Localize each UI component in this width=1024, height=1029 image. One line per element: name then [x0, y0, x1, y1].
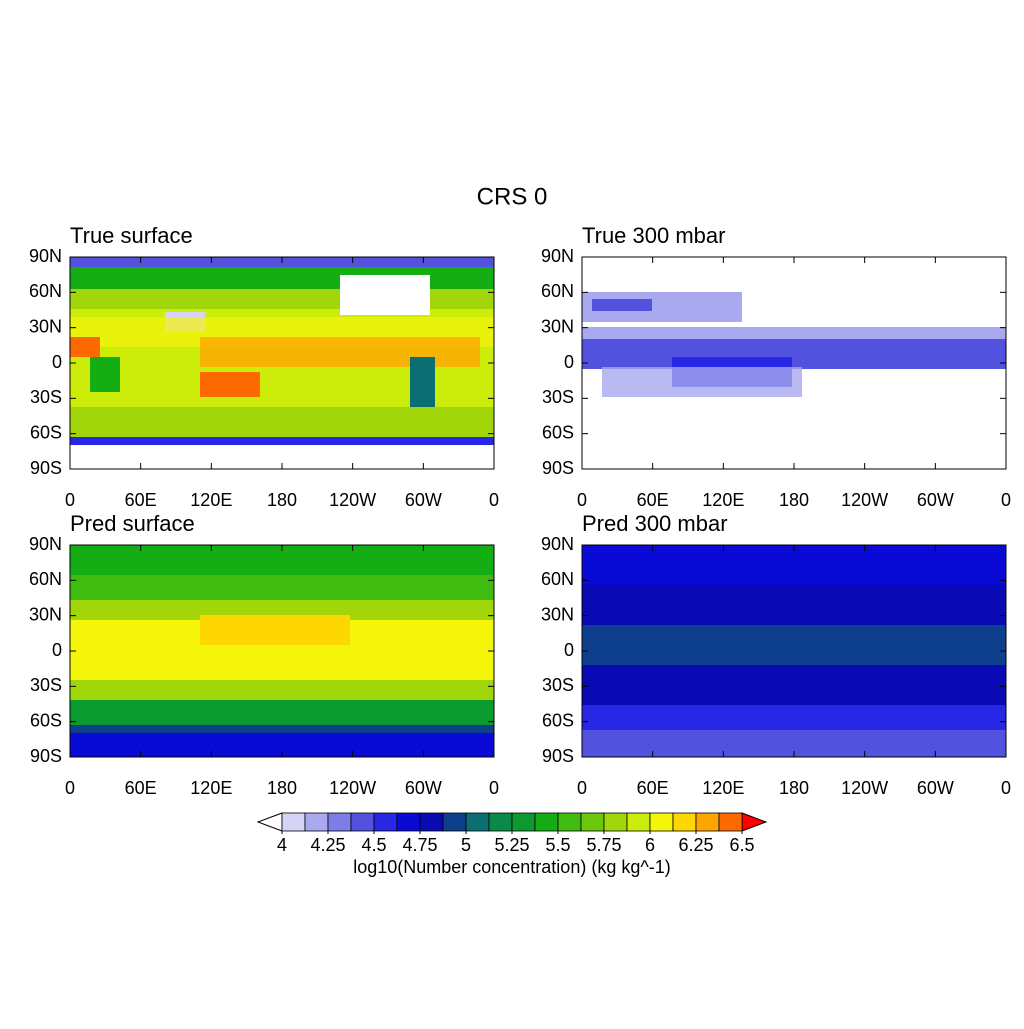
y-tick-label: 60N	[541, 569, 574, 589]
x-tick-label: 120W	[841, 778, 888, 798]
x-tick-label: 60E	[637, 778, 669, 798]
y-tick-label: 0	[564, 640, 574, 660]
x-tick-label: 60E	[125, 490, 157, 510]
colorbar-tick-label: 5.25	[494, 835, 529, 855]
y-tick-label: 90N	[29, 534, 62, 554]
colorbar-box	[465, 812, 490, 832]
y-tick-label: 90S	[30, 458, 62, 478]
x-tick-label: 0	[65, 778, 75, 798]
y-tick-label: 60S	[542, 422, 574, 442]
field-true-300mbar	[582, 257, 1006, 469]
colorbar-tick-label: 4.75	[402, 835, 437, 855]
y-tick-label: 30S	[30, 387, 62, 407]
x-tick-label: 120E	[702, 778, 744, 798]
x-tick-label: 120E	[190, 778, 232, 798]
x-tick-label: 180	[267, 778, 297, 798]
x-tick-label: 0	[489, 490, 499, 510]
colorbar-box	[350, 812, 375, 832]
panel-title: Pred 300 mbar	[582, 511, 728, 536]
panel-title: True 300 mbar	[582, 223, 725, 248]
y-tick-label: 90N	[29, 246, 62, 266]
colorbar-box	[580, 812, 605, 832]
colorbar-tick-label: 6.5	[729, 835, 754, 855]
y-tick-label: 60N	[29, 281, 62, 301]
x-tick-label: 120W	[329, 490, 376, 510]
y-tick-label: 90S	[542, 458, 574, 478]
colorbar-tick-label: 6	[645, 835, 655, 855]
colorbar-box	[488, 812, 513, 832]
colorbar-label: log10(Number concentration) (kg kg^-1)	[353, 857, 671, 877]
x-tick-label: 0	[489, 778, 499, 798]
colorbar-tick-label: 4	[277, 835, 287, 855]
field-pred-surface	[70, 545, 494, 757]
colorbar-tick-label: 4.25	[310, 835, 345, 855]
colorbar-box	[304, 812, 329, 832]
x-tick-label: 0	[577, 778, 587, 798]
panel-title: True surface	[70, 223, 193, 248]
x-tick-label: 180	[779, 778, 809, 798]
colorbar-box	[373, 812, 398, 832]
y-tick-label: 60S	[542, 710, 574, 730]
y-tick-label: 60S	[30, 710, 62, 730]
x-tick-label: 60W	[405, 490, 442, 510]
colorbar-box	[396, 812, 421, 832]
y-tick-label: 30S	[542, 387, 574, 407]
x-tick-label: 180	[267, 490, 297, 510]
x-tick-label: 120W	[841, 490, 888, 510]
x-tick-label: 60W	[917, 490, 954, 510]
colorbar-box	[672, 812, 697, 832]
y-tick-label: 0	[52, 352, 62, 372]
colorbar-tick-label: 6.25	[678, 835, 713, 855]
y-tick-label: 60N	[29, 569, 62, 589]
colorbar-box	[603, 812, 628, 832]
y-tick-label: 0	[564, 352, 574, 372]
x-tick-label: 60W	[917, 778, 954, 798]
y-tick-label: 30N	[29, 316, 62, 336]
colorbar-box	[327, 812, 352, 832]
x-tick-label: 120E	[190, 490, 232, 510]
y-tick-label: 30S	[30, 675, 62, 695]
colorbar-box	[649, 812, 674, 832]
colorbar-box	[511, 812, 536, 832]
x-tick-label: 60E	[125, 778, 157, 798]
figure-title: CRS 0	[477, 183, 548, 210]
colorbar-box	[695, 812, 720, 832]
y-tick-label: 60N	[541, 281, 574, 301]
y-tick-label: 30S	[542, 675, 574, 695]
colorbar-box	[626, 812, 651, 832]
colorbar-box	[419, 812, 444, 832]
panel-title: Pred surface	[70, 511, 195, 536]
colorbar-box	[442, 812, 467, 832]
x-tick-label: 120W	[329, 778, 376, 798]
y-tick-label: 90S	[30, 746, 62, 766]
x-tick-label: 0	[577, 490, 587, 510]
x-tick-label: 120E	[702, 490, 744, 510]
field-pred-300mbar	[582, 545, 1006, 757]
colorbar-box	[557, 812, 582, 832]
y-tick-label: 30N	[29, 604, 62, 624]
field-true-surface	[70, 257, 494, 469]
colorbar-tick-label: 5.75	[586, 835, 621, 855]
y-tick-label: 90N	[541, 534, 574, 554]
y-tick-label: 0	[52, 640, 62, 660]
colorbar-box	[281, 812, 306, 832]
x-tick-label: 0	[1001, 490, 1011, 510]
colorbar-tick-label: 5	[461, 835, 471, 855]
x-tick-label: 60W	[405, 778, 442, 798]
x-tick-label: 0	[1001, 778, 1011, 798]
colorbar-box	[718, 812, 743, 832]
y-tick-label: 90S	[542, 746, 574, 766]
colorbar-box	[534, 812, 559, 832]
x-tick-label: 60E	[637, 490, 669, 510]
colorbar-tick-label: 4.5	[361, 835, 386, 855]
x-tick-label: 180	[779, 490, 809, 510]
y-tick-label: 30N	[541, 604, 574, 624]
colorbar-tick-label: 5.5	[545, 835, 570, 855]
y-tick-label: 60S	[30, 422, 62, 442]
x-tick-label: 0	[65, 490, 75, 510]
y-tick-label: 30N	[541, 316, 574, 336]
y-tick-label: 90N	[541, 246, 574, 266]
